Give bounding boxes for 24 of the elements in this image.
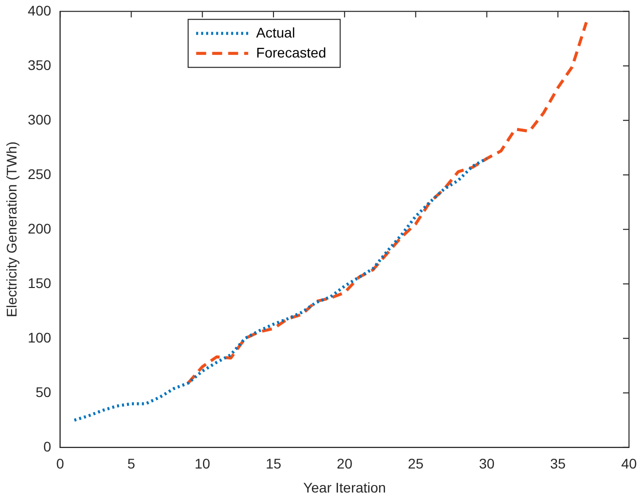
y-tick-label: 250	[28, 166, 52, 182]
x-tick-label: 5	[127, 456, 136, 472]
y-tick-label: 0	[43, 438, 52, 454]
x-tick-label: 40	[621, 456, 637, 472]
y-tick-label: 50	[36, 384, 52, 400]
x-tick-label: 20	[336, 456, 353, 472]
y-tick-label: 150	[28, 274, 52, 291]
x-tick-label: 15	[266, 456, 282, 472]
legend-label: Forecasted	[256, 44, 326, 60]
y-tick-label: 200	[28, 220, 52, 236]
x-tick-label: 35	[550, 456, 566, 472]
x-tick-label: 10	[194, 456, 210, 472]
y-axis-title: Electricity Generation (TWh)	[3, 141, 20, 318]
x-tick-label: 30	[479, 456, 495, 472]
x-tick-label: 25	[408, 456, 424, 472]
y-tick-label: 350	[28, 56, 52, 73]
x-tick-label: 0	[56, 456, 64, 472]
line-series	[186, 20, 588, 385]
line-series	[72, 157, 488, 422]
x-axis-title: Year Iteration	[303, 479, 386, 496]
y-tick-label: 300	[28, 111, 52, 128]
y-tick-label: 400	[28, 2, 52, 18]
legend-label: Actual	[256, 24, 296, 40]
y-tick-label: 100	[28, 329, 52, 346]
